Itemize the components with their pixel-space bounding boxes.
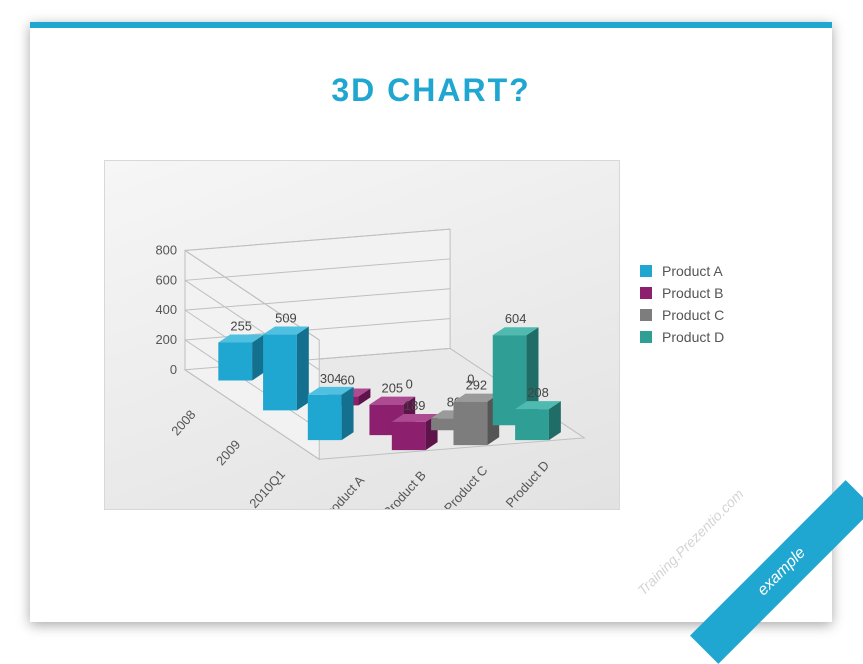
legend-label: Product D xyxy=(662,329,724,345)
svg-text:604: 604 xyxy=(505,311,527,326)
legend-label: Product B xyxy=(662,285,723,301)
legend: Product A Product B Product C Product D xyxy=(640,257,724,351)
svg-text:2010Q1: 2010Q1 xyxy=(246,467,288,509)
svg-text:509: 509 xyxy=(275,310,297,325)
chart-3d-bar: 0200400600800200820092010Q1Product AProd… xyxy=(104,160,620,510)
legend-swatch xyxy=(640,287,652,299)
svg-text:Product B: Product B xyxy=(380,468,429,509)
slide-title: 3D CHART? xyxy=(30,72,832,109)
legend-item: Product A xyxy=(640,263,724,279)
svg-text:Product C: Product C xyxy=(441,463,491,509)
svg-text:2008: 2008 xyxy=(168,407,198,438)
svg-text:600: 600 xyxy=(156,272,178,287)
ribbon-label: example xyxy=(754,544,809,599)
legend-swatch xyxy=(640,331,652,343)
svg-text:304: 304 xyxy=(320,371,342,386)
legend-item: Product D xyxy=(640,329,724,345)
legend-label: Product A xyxy=(662,263,723,279)
legend-swatch xyxy=(640,309,652,321)
svg-text:292: 292 xyxy=(466,378,488,393)
svg-text:60: 60 xyxy=(340,372,354,387)
svg-text:Product A: Product A xyxy=(319,472,368,509)
svg-text:0: 0 xyxy=(170,362,177,377)
svg-text:208: 208 xyxy=(527,385,549,400)
svg-text:0: 0 xyxy=(406,376,413,391)
svg-text:2009: 2009 xyxy=(213,437,243,468)
legend-item: Product C xyxy=(640,307,724,323)
accent-topbar xyxy=(30,22,832,28)
slide-card: 3D CHART? 0200400600800200820092010Q1Pro… xyxy=(30,22,832,622)
svg-text:200: 200 xyxy=(156,332,178,347)
svg-text:189: 189 xyxy=(404,398,426,413)
svg-text:400: 400 xyxy=(156,302,178,317)
svg-text:800: 800 xyxy=(156,242,178,257)
legend-label: Product C xyxy=(662,307,724,323)
legend-item: Product B xyxy=(640,285,724,301)
svg-text:205: 205 xyxy=(382,381,404,396)
svg-text:255: 255 xyxy=(230,319,252,334)
legend-swatch xyxy=(640,265,652,277)
watermark-text: Training.Prezentio.com xyxy=(634,486,746,598)
svg-text:Product D: Product D xyxy=(503,458,553,509)
chart-svg: 0200400600800200820092010Q1Product AProd… xyxy=(105,161,619,509)
